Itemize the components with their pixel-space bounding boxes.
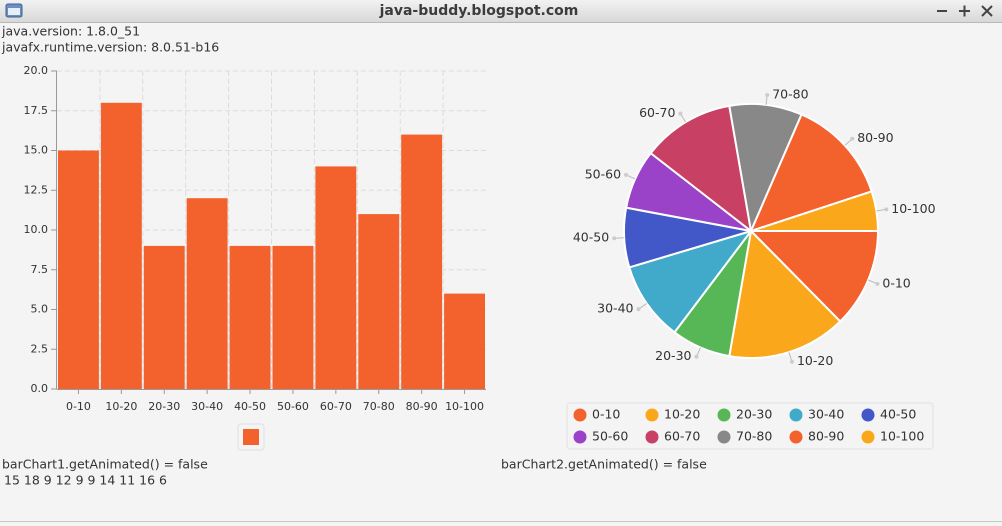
legend-label: 50-60 xyxy=(592,429,628,444)
x-tick-label: 60-70 xyxy=(320,400,352,413)
slice-label: 60-70 xyxy=(639,105,675,120)
y-tick-label: 12.5 xyxy=(24,183,49,196)
legend-symbol xyxy=(573,430,587,444)
y-tick-label: 20.0 xyxy=(24,64,49,77)
y-tick-label: 15.0 xyxy=(24,144,49,157)
legend-label: 40-50 xyxy=(880,407,916,422)
pie-slice xyxy=(748,230,880,323)
y-tick-label: 5.0 xyxy=(31,303,49,316)
y-tick-label: 7.5 xyxy=(31,263,49,276)
x-tick-label: 80-90 xyxy=(406,400,438,413)
legend-symbol xyxy=(243,429,259,445)
x-tick-label: 10-20 xyxy=(105,400,137,413)
label-dot xyxy=(624,172,629,177)
legend-label: 0-10 xyxy=(592,407,620,422)
bar xyxy=(229,245,271,389)
javafx-version: javafx.runtime.version: 8.0.51-b16 xyxy=(1,40,219,55)
legend-label: 80-90 xyxy=(808,429,844,444)
slice-label: 50-60 xyxy=(585,166,621,181)
slice-label: 10-100 xyxy=(891,201,935,216)
x-tick-label: 40-50 xyxy=(234,400,266,413)
legend-label: 10-100 xyxy=(880,429,924,444)
charts: 0.0 2.5 5.0 7.5 10.0 12.5 15.0 17.5 20.0 0-10 10-2… xyxy=(24,64,936,451)
x-tick-label: 10-100 xyxy=(445,400,484,413)
slice-label: 30-40 xyxy=(597,301,633,316)
label-dot xyxy=(789,359,794,364)
bar xyxy=(186,198,228,389)
bar xyxy=(100,102,142,390)
slice-label: 10-20 xyxy=(797,353,833,368)
label-dot xyxy=(636,307,641,312)
legend-symbol xyxy=(789,430,803,444)
legend-label: 60-70 xyxy=(664,429,700,444)
legend-symbol xyxy=(573,408,587,422)
legend-symbol xyxy=(789,408,803,422)
legend-symbol xyxy=(861,430,875,444)
window-icon-inner xyxy=(8,8,20,15)
bar xyxy=(444,293,485,389)
legend-label: 30-40 xyxy=(808,407,844,422)
values-text: 15 18 9 12 9 9 14 11 16 6 xyxy=(4,473,167,488)
legend-symbol xyxy=(717,408,731,422)
bar xyxy=(315,166,357,389)
label-dot xyxy=(765,92,770,97)
legend-symbol xyxy=(861,408,875,422)
bar xyxy=(58,150,99,389)
slice-label: 70-80 xyxy=(772,86,808,101)
x-tick-label: 20-30 xyxy=(148,400,180,413)
bar xyxy=(401,134,443,389)
close-button[interactable] xyxy=(981,5,993,17)
title-bar xyxy=(0,0,1002,22)
bar xyxy=(143,245,185,389)
pie-animated-text: barChart2.getAnimated() = false xyxy=(501,457,707,472)
window-title: java-buddy.blogspot.com xyxy=(379,3,579,19)
legend-label: 20-30 xyxy=(736,407,772,422)
label-dot xyxy=(850,136,855,141)
legend-label: 70-80 xyxy=(736,429,772,444)
x-tick-label: 0-10 xyxy=(66,400,91,413)
label-dot xyxy=(612,236,617,241)
y-tick-label: 10.0 xyxy=(24,223,49,236)
y-tick-label: 17.5 xyxy=(24,104,49,117)
bar xyxy=(358,214,400,389)
pie-slice xyxy=(728,228,842,359)
bar xyxy=(272,245,314,389)
maximize-button[interactable] xyxy=(959,5,970,17)
slice-label: 20-30 xyxy=(655,348,691,363)
pie-slice xyxy=(628,229,754,334)
slice-label: 40-50 xyxy=(573,230,609,245)
legend-symbol xyxy=(717,430,731,444)
java-version: java.version: 1.8.0_51 xyxy=(1,24,140,39)
pie-slice xyxy=(750,190,880,232)
pie-slice xyxy=(749,113,873,233)
x-tick-label: 50-60 xyxy=(277,400,309,413)
slice-label: 0-10 xyxy=(882,275,910,290)
legend-symbol xyxy=(645,430,659,444)
label-dot xyxy=(875,281,880,286)
label-dot xyxy=(694,354,699,359)
label-dot xyxy=(884,207,889,212)
legend-label: 10-20 xyxy=(664,407,700,422)
bar-animated-text: barChart1.getAnimated() = false xyxy=(2,457,208,472)
y-tick-label: 0.0 xyxy=(31,382,49,395)
y-tick-label: 2.5 xyxy=(31,342,49,355)
legend-symbol xyxy=(645,408,659,422)
x-tick-label: 70-80 xyxy=(363,400,395,413)
slice-label: 80-90 xyxy=(857,130,893,145)
legend-box xyxy=(566,402,934,450)
label-dot xyxy=(678,111,683,116)
x-tick-label: 30-40 xyxy=(191,400,223,413)
